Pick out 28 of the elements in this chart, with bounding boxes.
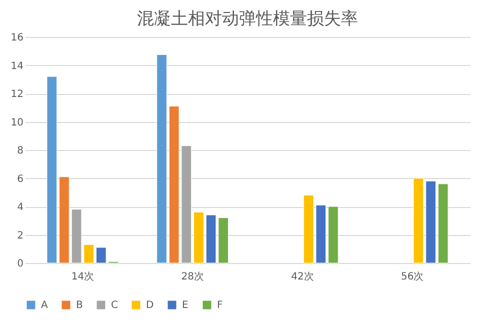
bar — [328, 206, 338, 264]
bar — [194, 212, 204, 264]
y-tick-label: 2 — [17, 230, 24, 242]
y-tick-label: 12 — [10, 89, 24, 100]
legend-label: E — [182, 300, 188, 311]
x-tick-label: 42次 — [291, 272, 314, 282]
x-tick-label: 28次 — [181, 272, 204, 282]
legend-label: D — [146, 300, 154, 311]
legend-label: B — [76, 300, 83, 311]
y-tick-label: 0 — [17, 258, 24, 270]
y-tick-label: 10 — [10, 117, 24, 128]
bar — [156, 54, 167, 264]
y-tick-label: 4 — [17, 202, 24, 213]
bar — [413, 178, 424, 264]
legend-label: C — [111, 300, 118, 311]
bar — [438, 184, 448, 264]
x-tick-label: 56次 — [400, 272, 424, 282]
chart-title: 混凝土相对动弹性模量损失率 — [137, 9, 358, 29]
y-tick-label: 6 — [17, 174, 24, 185]
bar — [426, 180, 436, 264]
bar — [59, 176, 70, 264]
y-tick-label: 14 — [10, 60, 24, 72]
legend-label: F — [217, 300, 223, 311]
bar — [46, 76, 58, 264]
y-tick-label: 8 — [17, 146, 24, 156]
legend-label: A — [41, 300, 48, 311]
y-tick-label: 16 — [10, 32, 24, 44]
x-tick-label: 14次 — [71, 272, 94, 282]
